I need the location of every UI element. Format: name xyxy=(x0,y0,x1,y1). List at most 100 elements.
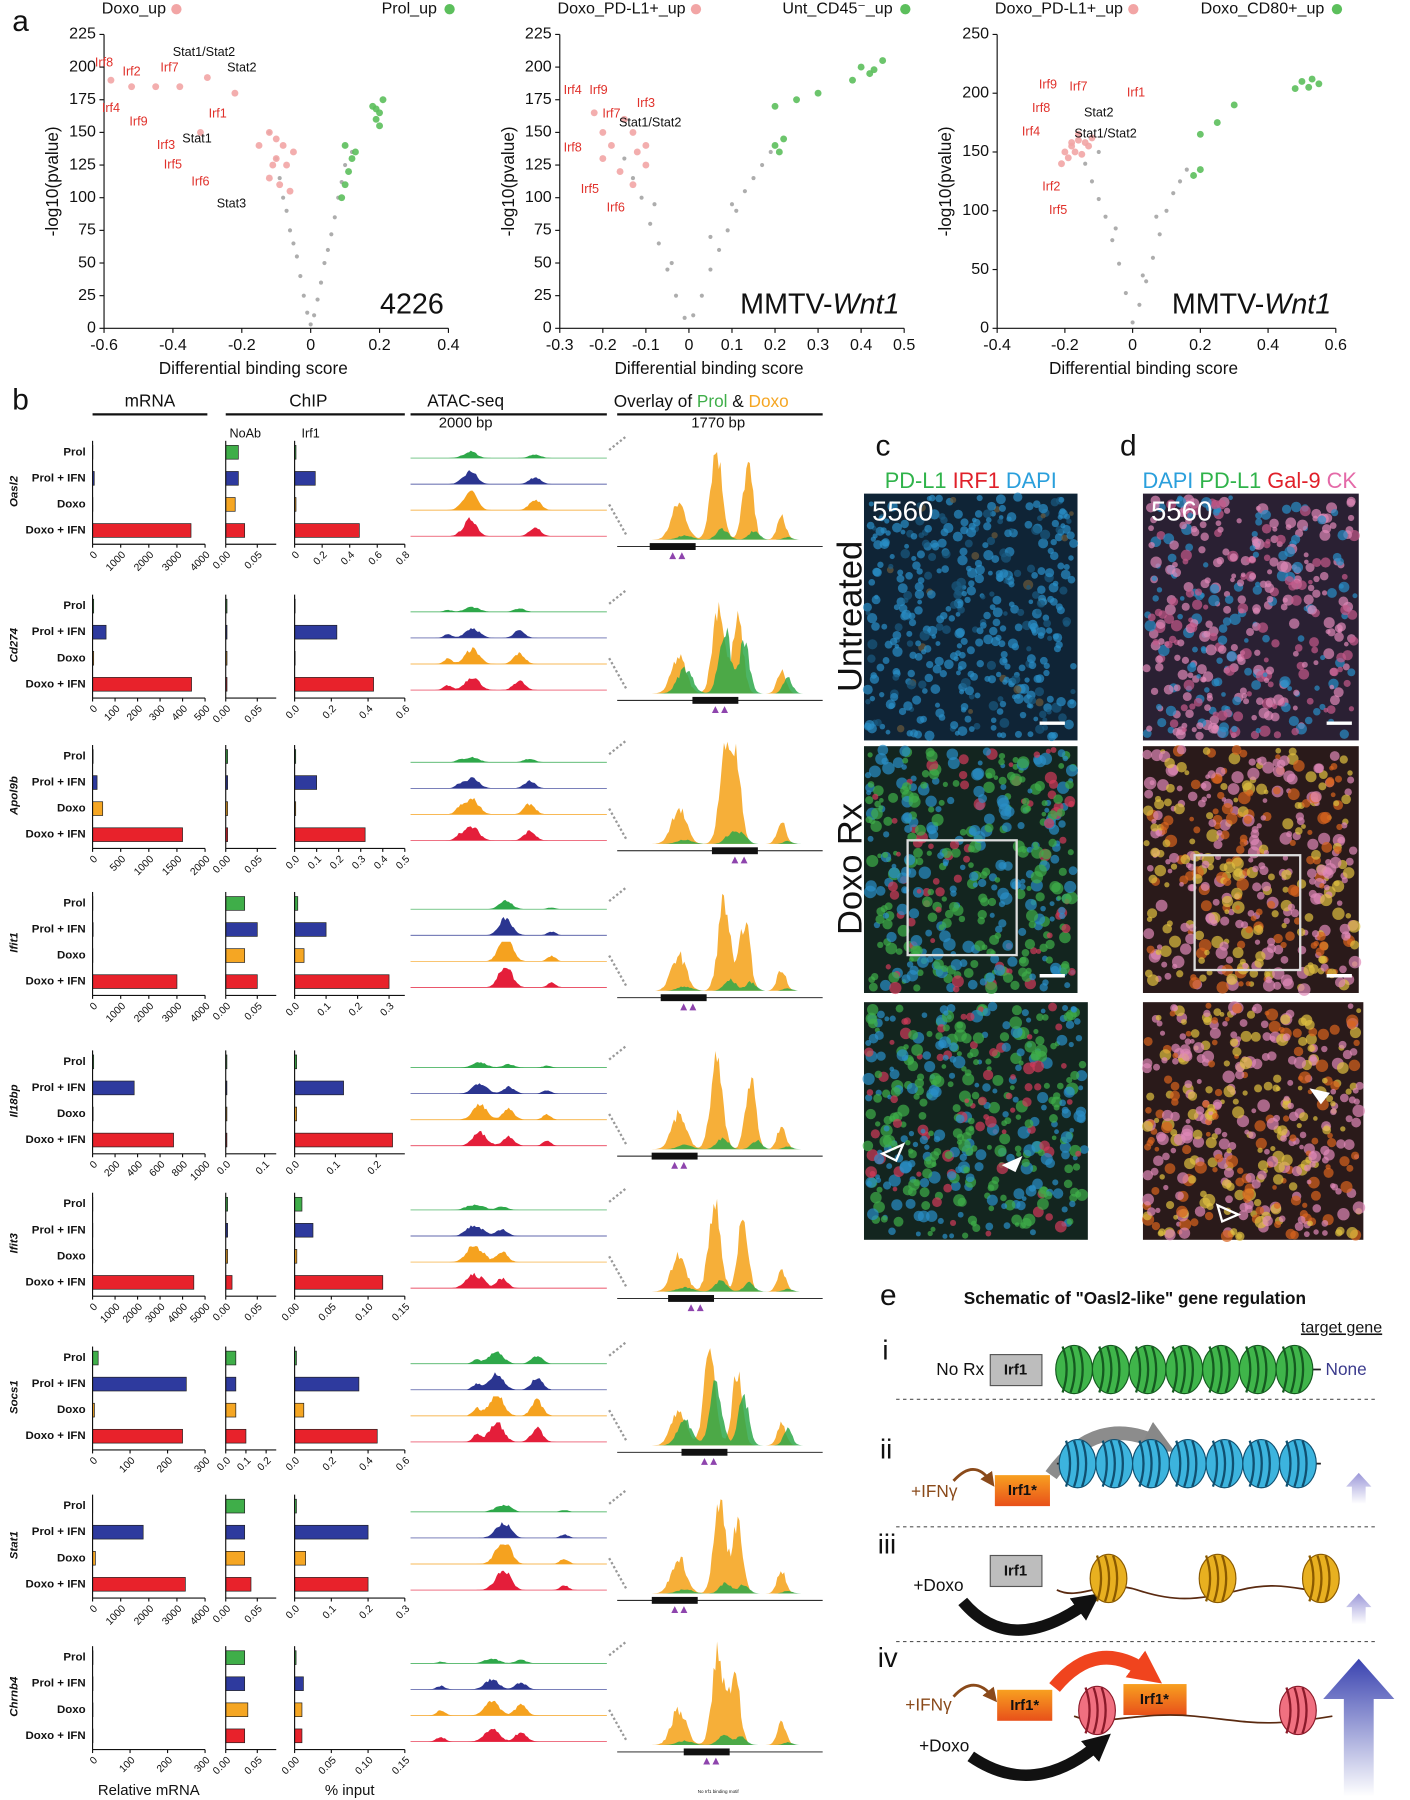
cell xyxy=(1282,1033,1291,1042)
cell xyxy=(1280,1014,1291,1025)
cell xyxy=(1264,583,1275,594)
cell xyxy=(885,530,891,536)
dna-wrap xyxy=(1227,1440,1235,1487)
cell xyxy=(1336,823,1343,831)
cell xyxy=(1217,645,1227,654)
cell xyxy=(862,602,872,612)
cell xyxy=(1251,1108,1257,1114)
cell xyxy=(1164,757,1175,769)
motif xyxy=(721,706,729,713)
cell xyxy=(968,726,975,732)
cell xyxy=(1179,596,1185,601)
cell xyxy=(1164,882,1170,888)
cell xyxy=(1336,900,1343,906)
cell xyxy=(919,1187,930,1198)
cell xyxy=(952,1055,966,1069)
cell xyxy=(1191,727,1197,733)
cell xyxy=(1174,654,1181,661)
cell xyxy=(1063,563,1070,571)
legend-swatch xyxy=(690,4,702,15)
cell xyxy=(1334,775,1342,783)
atac-track xyxy=(410,606,607,612)
cell xyxy=(1021,971,1033,982)
cell xyxy=(901,764,907,770)
cell xyxy=(875,914,885,924)
cell xyxy=(919,1178,930,1188)
data-point xyxy=(793,96,800,104)
cell xyxy=(1176,761,1187,773)
dna-wrap xyxy=(1154,1440,1161,1487)
category-label: Doxo xyxy=(57,1108,86,1120)
data-point xyxy=(1230,101,1238,109)
data-point xyxy=(599,155,607,162)
data-point xyxy=(318,280,324,285)
cell xyxy=(912,561,921,570)
cell xyxy=(922,1168,933,1179)
atac-track xyxy=(410,678,607,691)
cell xyxy=(884,902,893,911)
cell xyxy=(883,816,893,826)
cell xyxy=(1326,1095,1334,1103)
annotation: Irf8 xyxy=(564,140,582,154)
atac-track xyxy=(410,647,607,664)
data-point xyxy=(879,57,887,65)
cell xyxy=(1167,553,1177,563)
bar xyxy=(294,827,366,842)
cell xyxy=(1058,867,1067,876)
data-point xyxy=(255,142,263,149)
cell xyxy=(956,1051,962,1057)
cell xyxy=(1016,1151,1022,1157)
cell xyxy=(1298,1071,1311,1084)
cell xyxy=(935,623,944,631)
cell xyxy=(1069,1200,1076,1208)
x-tick-label: 2000 xyxy=(132,1603,156,1627)
cell xyxy=(1170,1128,1178,1136)
condition: +IFNγ xyxy=(911,1481,958,1501)
panel-label: b xyxy=(12,384,29,417)
cell xyxy=(1216,499,1227,510)
cell xyxy=(998,919,1007,928)
x-tick-label: -0.1 xyxy=(632,336,660,354)
cell xyxy=(1212,1113,1219,1120)
cell xyxy=(1011,674,1021,684)
cell xyxy=(1320,557,1331,568)
cell xyxy=(1187,672,1194,679)
cell xyxy=(998,504,1006,512)
overlay-doxo xyxy=(617,1641,823,1746)
cell xyxy=(975,1149,987,1161)
cell xyxy=(885,729,891,735)
category-label: Prol + IFN xyxy=(32,626,86,638)
cell xyxy=(1319,703,1326,710)
cell xyxy=(1026,909,1039,922)
cell xyxy=(876,907,886,916)
dna-wrap xyxy=(1100,1687,1107,1734)
cell xyxy=(1209,715,1219,725)
cell xyxy=(957,1197,967,1207)
x-tick-label: 0.0 xyxy=(284,1455,302,1473)
cell xyxy=(1205,620,1213,628)
x-axis-title: Differential binding score xyxy=(1049,358,1238,378)
legend-swatch xyxy=(1128,4,1139,15)
cell xyxy=(908,1130,915,1137)
cell xyxy=(1307,838,1319,850)
cell xyxy=(960,518,969,527)
cell xyxy=(1307,829,1313,835)
cell xyxy=(1325,629,1331,635)
category-label: Prol + IFN xyxy=(32,1378,86,1390)
cell xyxy=(1035,1035,1045,1046)
annotation: Stat1 xyxy=(182,131,211,145)
cell xyxy=(937,1217,944,1225)
cell xyxy=(1039,943,1048,953)
cell xyxy=(959,828,967,836)
cell xyxy=(1040,1008,1046,1014)
cell xyxy=(903,1017,911,1025)
panel-label: d xyxy=(1120,430,1137,463)
cell xyxy=(974,564,985,575)
cell xyxy=(1194,1206,1206,1217)
factor-box xyxy=(994,1475,1050,1507)
cell xyxy=(1205,1137,1217,1149)
cell xyxy=(1330,792,1336,798)
cell xyxy=(1013,492,1023,502)
cell xyxy=(1283,1095,1290,1102)
data-point xyxy=(1177,179,1183,184)
